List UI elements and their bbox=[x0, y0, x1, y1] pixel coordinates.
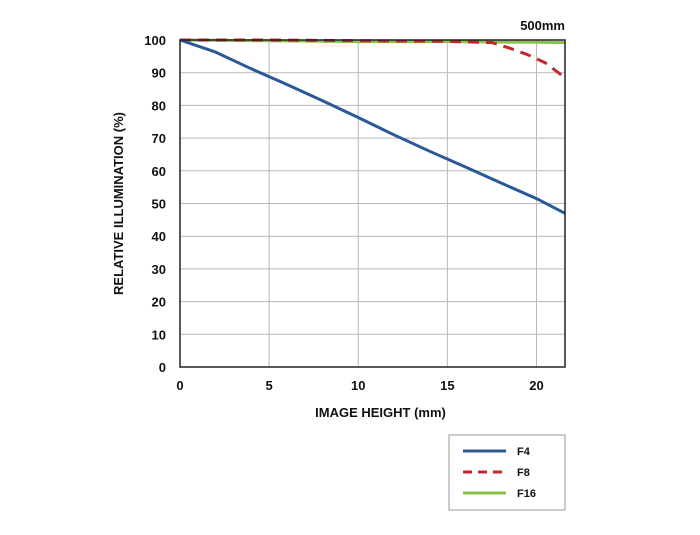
legend: F4 F8 F16 bbox=[448, 434, 566, 511]
plot-frame bbox=[179, 39, 566, 368]
y-tick-label: 10 bbox=[152, 327, 166, 342]
x-tick-label: 0 bbox=[176, 378, 183, 393]
chart-title: 500mm bbox=[520, 18, 565, 33]
legend-label-f8: F8 bbox=[517, 467, 530, 479]
legend-label-f4: F4 bbox=[517, 446, 531, 458]
x-tick-label: 15 bbox=[440, 378, 454, 393]
y-tick-label: 0 bbox=[159, 360, 166, 375]
y-tick-label: 100 bbox=[144, 33, 166, 48]
y-tick-label: 70 bbox=[152, 131, 166, 146]
y-tick-label: 80 bbox=[152, 98, 166, 113]
y-tick-label: 40 bbox=[152, 229, 166, 244]
series-line-f4 bbox=[179, 38, 566, 215]
x-tick-label: 20 bbox=[529, 378, 543, 393]
y-tick-label: 50 bbox=[152, 197, 166, 212]
y-tick-label: 30 bbox=[152, 262, 166, 277]
tick-labels: 0 10 20 30 40 50 60 70 80 90 100 0 5 10 15 20 bbox=[144, 33, 543, 393]
legend-label-f16: F16 bbox=[517, 488, 536, 500]
y-tick-label: 90 bbox=[152, 66, 166, 81]
x-tick-label: 5 bbox=[266, 378, 273, 393]
x-axis-title: IMAGE HEIGHT (mm) bbox=[315, 405, 446, 420]
y-axis-title: RELATIVE ILLUMINATION (%) bbox=[111, 112, 126, 295]
y-tick-label: 20 bbox=[152, 295, 166, 310]
x-tick-label: 10 bbox=[351, 378, 365, 393]
y-tick-label: 60 bbox=[152, 164, 166, 179]
